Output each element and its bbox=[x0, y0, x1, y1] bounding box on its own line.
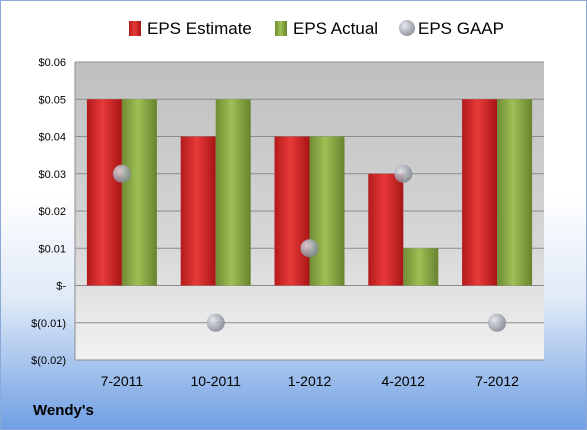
legend: EPS Estimate EPS Actual EPS GAAP bbox=[129, 19, 504, 38]
bar-eps-estimate bbox=[462, 99, 498, 286]
y-tick-label: $0.02 bbox=[38, 206, 66, 218]
bar-eps-actual bbox=[215, 99, 251, 286]
bar-eps-actual bbox=[121, 99, 157, 286]
x-tick-label: 10-2011 bbox=[191, 373, 242, 389]
y-axis-labels: $0.06 $0.05 $0.04 $0.03 $0.02 $0.01 $- $(0.01) $… bbox=[31, 57, 66, 367]
bar-marks bbox=[86, 99, 533, 286]
legend-label: EPS Actual bbox=[293, 19, 378, 38]
gaap-points bbox=[112, 164, 507, 332]
y-tick-label: $(0.02) bbox=[31, 355, 66, 367]
x-tick-label: 7-2011 bbox=[101, 373, 144, 389]
legend-swatch bbox=[129, 21, 141, 36]
legend-label: EPS GAAP bbox=[418, 19, 504, 38]
point-eps-gaap bbox=[300, 239, 319, 258]
bar-eps-actual bbox=[497, 99, 533, 286]
y-tick-label: $(0.01) bbox=[31, 318, 66, 330]
y-tick-label: $0.04 bbox=[38, 132, 66, 144]
point-eps-gaap bbox=[488, 313, 507, 332]
y-tick-label: $- bbox=[56, 281, 66, 293]
bar-eps-estimate bbox=[180, 136, 216, 286]
legend-swatch bbox=[275, 21, 287, 36]
y-tick-label: $0.01 bbox=[38, 243, 66, 255]
legend-label: EPS Estimate bbox=[147, 19, 252, 38]
y-tick-label: $0.03 bbox=[38, 169, 66, 181]
point-eps-gaap bbox=[206, 313, 225, 332]
bar-eps-actual bbox=[403, 248, 439, 286]
bar-eps-actual bbox=[309, 136, 345, 286]
y-tick-label: $0.05 bbox=[38, 94, 66, 106]
point-eps-gaap bbox=[112, 164, 131, 183]
company-label: Wendy's bbox=[33, 402, 94, 419]
bar-eps-estimate bbox=[86, 99, 122, 286]
x-axis-labels: 7-2011 10-2011 1-2012 4-2012 7-2012 bbox=[101, 373, 519, 389]
y-tick-label: $0.06 bbox=[38, 57, 66, 69]
x-tick-label: 7-2012 bbox=[475, 373, 519, 389]
legend-swatch bbox=[399, 20, 415, 36]
point-eps-gaap bbox=[394, 164, 413, 183]
x-tick-label: 4-2012 bbox=[382, 373, 426, 389]
bar-eps-estimate bbox=[368, 173, 404, 286]
x-tick-label: 1-2012 bbox=[288, 373, 332, 389]
bar-eps-estimate bbox=[274, 136, 310, 286]
